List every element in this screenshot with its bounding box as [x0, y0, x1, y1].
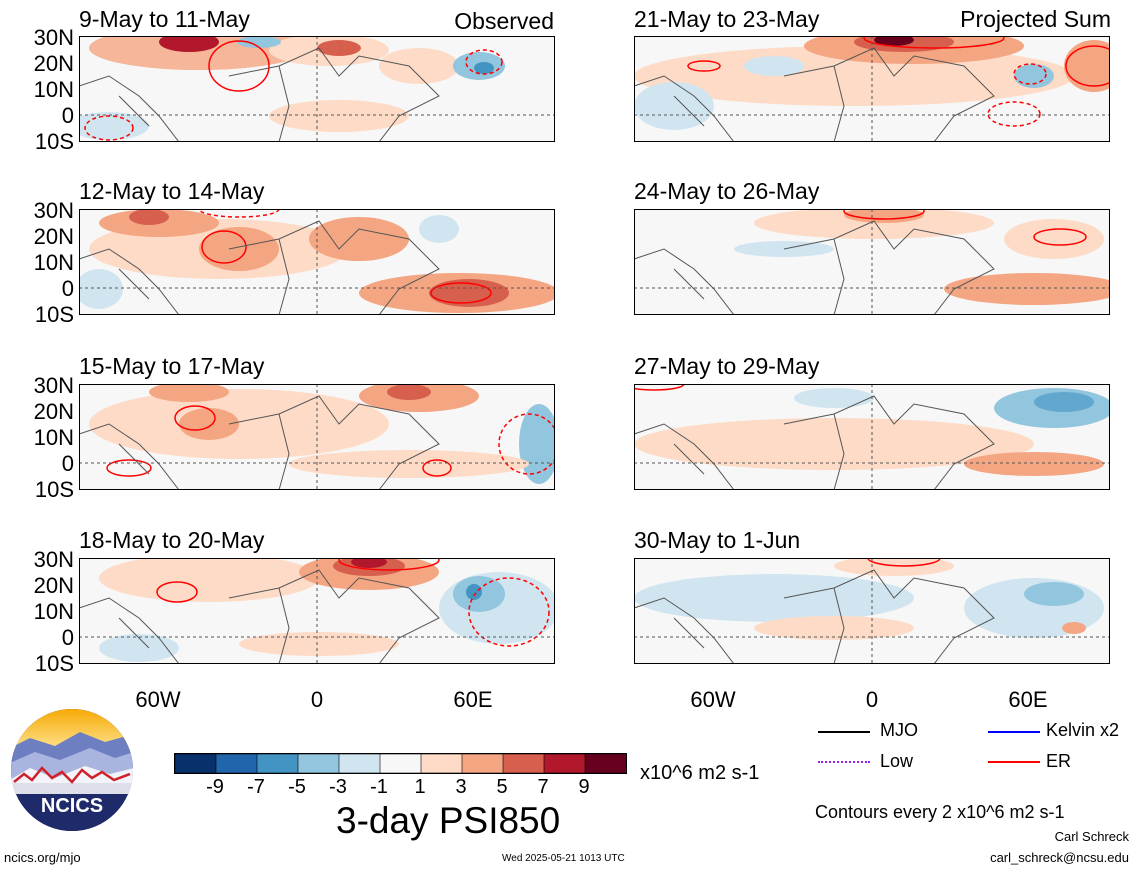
panel-title-1: 9-May to 11-May: [79, 6, 250, 32]
colorbar-swatch: [420, 753, 463, 774]
map-panel-observed-4: [79, 558, 555, 664]
colorbar-swatch: [215, 753, 258, 774]
legend-label-low: Low: [880, 751, 914, 771]
legend-line-low: [818, 761, 870, 765]
lat-label: 30N: [33, 25, 74, 50]
lat-label: 20N: [33, 51, 74, 76]
colorbar-tick-label: 5: [496, 776, 508, 798]
colorbar-tick-label: 3: [455, 776, 467, 798]
colorbar-swatch: [461, 753, 504, 774]
map-panel-projected-4: [634, 558, 1110, 664]
panel-title-2: 12-May to 14-May: [79, 178, 265, 204]
lon-label-right: 60W: [690, 687, 736, 712]
colorbar-swatch: [174, 753, 217, 774]
lat-label: 0: [61, 276, 74, 301]
colorbar-swatch: [543, 753, 586, 774]
footer-author: Carl Schreck: [1054, 829, 1129, 844]
footer-timestamp: Wed 2025-05-21 1013 UTC: [502, 853, 625, 864]
lat-label: 10S: [34, 129, 74, 154]
colorbar-units: x10^6 m2 s-1: [640, 762, 760, 784]
colorbar-swatch: [297, 753, 340, 774]
lat-label: 10S: [34, 477, 74, 502]
panel-tag-observed: Observed: [454, 8, 554, 34]
contours-note: Contours every 2 x10^6 m2 s-1: [815, 802, 1065, 822]
legend-label-er: ER: [1046, 751, 1072, 771]
lon-label-left: 0: [310, 687, 324, 712]
panel-title-3: 15-May to 17-May: [79, 353, 265, 379]
map-panel-observed-2: [79, 209, 555, 315]
colorbar-tick-label: -5: [288, 776, 306, 798]
lat-label: 0: [61, 625, 74, 650]
colorbar-tick-label: -3: [329, 776, 347, 798]
panel-title-5: 21-May to 23-May: [634, 6, 820, 32]
lat-label: 10N: [33, 425, 74, 450]
colorbar-title: 3-day PSI850: [336, 800, 561, 841]
colorbar-swatch: [584, 753, 627, 774]
lat-label: 10N: [33, 77, 74, 102]
colorbar-tick-label: -9: [206, 776, 224, 798]
lat-label: 0: [61, 103, 74, 128]
colorbar-swatch: [338, 753, 381, 774]
map-panel-projected-1: [634, 36, 1110, 142]
legend-label-mjo: MJO: [880, 720, 918, 740]
lon-label-left: 60W: [135, 687, 181, 712]
panel-title-8: 30-May to 1-Jun: [634, 527, 801, 553]
footer-site: ncics.org/mjo: [4, 850, 81, 865]
lat-label: 10S: [34, 302, 74, 327]
legend-line-er: [988, 761, 1040, 763]
map-panel-observed-1: [79, 36, 555, 142]
lat-label: 10S: [34, 651, 74, 676]
lat-label: 30N: [33, 198, 74, 223]
colorbar-swatch: [502, 753, 545, 774]
lon-label-left: 60E: [453, 687, 493, 712]
colorbar-swatches: [174, 753, 627, 774]
colorbar: [174, 753, 627, 774]
panel-title-7: 27-May to 29-May: [634, 353, 820, 379]
logo-text: NCICS: [41, 795, 103, 817]
legend-label-kelvin: Kelvin x2: [1046, 720, 1120, 740]
colorbar-tick-label: -1: [370, 776, 388, 798]
lon-label-right: 60E: [1008, 687, 1048, 712]
lat-label: 10N: [33, 250, 74, 275]
lon-label-right: 0: [865, 687, 879, 712]
colorbar-tick-label: 7: [537, 776, 549, 798]
ncics-logo: NCICS: [10, 708, 134, 832]
lat-label: 20N: [33, 224, 74, 249]
legend-line-kelvin: [988, 731, 1040, 733]
colorbar-tick-label: -7: [247, 776, 265, 798]
lat-label: 10N: [33, 599, 74, 624]
colorbar-swatch: [379, 753, 422, 774]
lat-label: 0: [61, 451, 74, 476]
map-panel-projected-2: [634, 209, 1110, 315]
legend-line-mjo: [818, 731, 870, 733]
lat-label: 30N: [33, 547, 74, 572]
footer-email: carl_schreck@ncsu.edu: [990, 850, 1129, 865]
map-panel-projected-3: [634, 384, 1110, 490]
panel-title-6: 24-May to 26-May: [634, 178, 820, 204]
panel-tag-projected: Projected Sum: [960, 6, 1111, 32]
colorbar-tick-label: 9: [578, 776, 590, 798]
panel-title-4: 18-May to 20-May: [79, 527, 265, 553]
lat-label: 20N: [33, 573, 74, 598]
lat-label: 30N: [33, 373, 74, 398]
colorbar-tick-label: 1: [414, 776, 426, 798]
lat-label: 20N: [33, 399, 74, 424]
map-panel-observed-3: [79, 384, 555, 490]
colorbar-swatch: [256, 753, 299, 774]
